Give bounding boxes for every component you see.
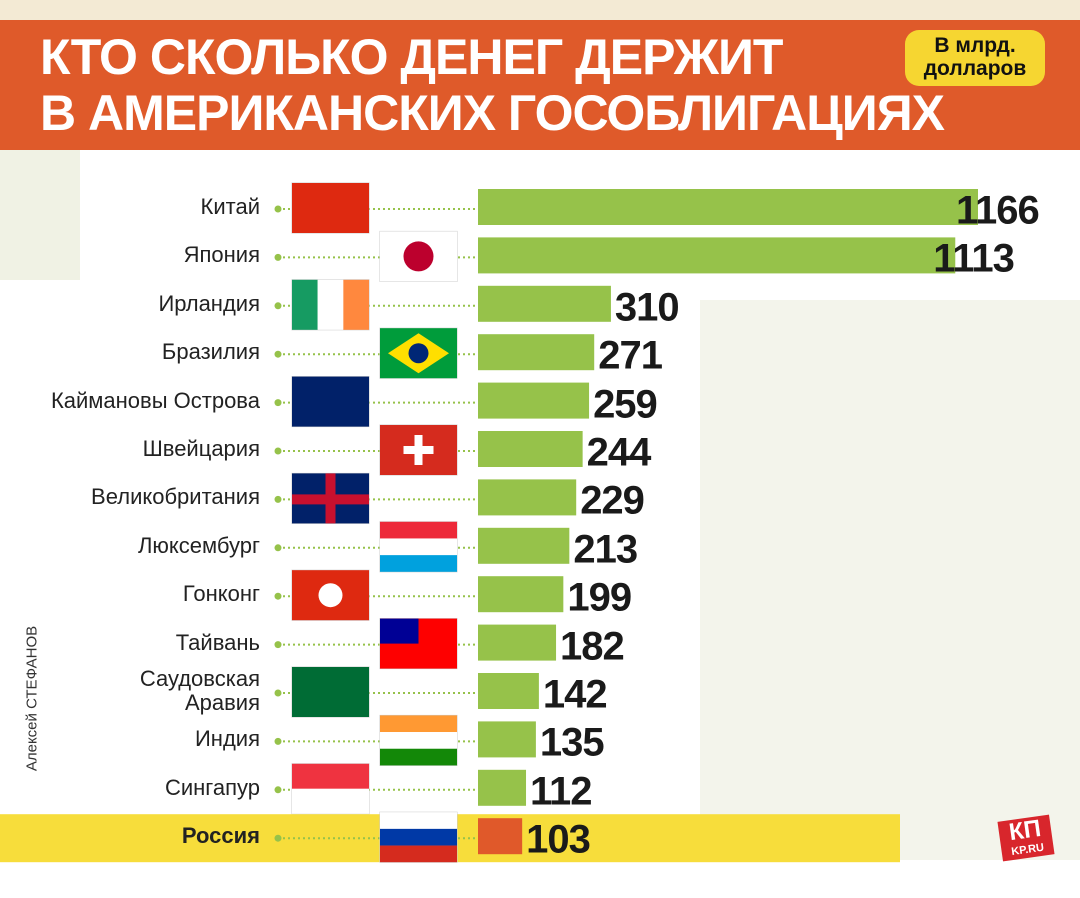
category-label: Гонконг: [182, 581, 260, 607]
flag-stripe: [292, 279, 318, 330]
bar: [478, 721, 536, 758]
title-line: В АМЕРИКАНСКИХ ГОСОБЛИГАЦИЯХ: [40, 85, 945, 141]
header-band: [0, 20, 1080, 150]
value-label: 244: [586, 430, 652, 475]
category-label: Япония: [183, 242, 260, 268]
value-label: 112: [530, 769, 593, 814]
value-label: 182: [560, 624, 625, 669]
money-backdrop: [0, 150, 80, 280]
bar: [478, 382, 590, 419]
leader-dot: [274, 302, 282, 310]
leader-dot: [274, 737, 282, 745]
flag-emblem: [403, 241, 434, 272]
value-label: 142: [542, 672, 608, 717]
flag-stripe: [380, 521, 457, 539]
category-label: Саудовская Аравия: [139, 666, 260, 715]
money-backdrop: [700, 300, 1080, 860]
value-label: 310: [614, 285, 680, 330]
bar: [478, 479, 577, 516]
category-label: Сингапур: [164, 774, 260, 800]
category-label: Бразилия: [161, 339, 260, 365]
author: Алексей СТЕФАНОВ: [23, 625, 41, 772]
leader-dot: [274, 399, 282, 407]
leader-dot: [274, 350, 282, 358]
category-label: Ирландия: [158, 290, 260, 316]
title-line: КТО СКОЛЬКО ДЕНЕГ ДЕРЖИТ: [40, 29, 783, 85]
flag-stripe: [380, 555, 457, 572]
bar: [478, 285, 611, 322]
value-label: 103: [526, 817, 591, 862]
flag-stripe: [292, 183, 369, 233]
bar: [478, 431, 583, 467]
flag-stripe: [292, 788, 369, 814]
value-label: 271: [598, 333, 663, 378]
unit-line: В млрд.: [934, 34, 1016, 57]
value-label: 1113: [933, 236, 1015, 281]
leader-dot: [274, 834, 282, 842]
bar: [478, 576, 564, 613]
bar: [478, 624, 557, 661]
bar: [478, 189, 978, 225]
leader-dot: [274, 689, 282, 697]
flag-stripe: [380, 828, 457, 846]
category-label: Швейцария: [142, 436, 260, 461]
bar: [478, 769, 527, 806]
logo: КП KP.RU: [997, 814, 1055, 862]
category-label: Индия: [194, 726, 260, 752]
top-strip: [0, 0, 1080, 20]
flag-stripe: [380, 845, 457, 863]
value-label: 1166: [956, 188, 1040, 233]
flag-stripe: [292, 763, 369, 789]
value-label: 213: [573, 527, 638, 572]
flag-stripe: [380, 732, 457, 749]
bar: [478, 334, 595, 371]
category-label: Россия: [181, 823, 260, 849]
flag-stripe: [380, 715, 457, 733]
flag-emblem: [408, 343, 429, 364]
bar: [478, 818, 523, 855]
flag-emblem: [403, 446, 434, 454]
leader-dot: [274, 786, 282, 794]
leader-dot: [274, 205, 282, 213]
value-label: 135: [539, 720, 605, 765]
flag-emblem: [318, 583, 343, 608]
category-label: Великобритания: [91, 484, 260, 510]
flag-stripe: [292, 376, 369, 427]
flag-stripe: [380, 812, 457, 829]
value-label: 229: [580, 478, 645, 523]
leader-dot: [274, 544, 282, 552]
flag-stripe: [343, 279, 369, 330]
flag-stripe: [292, 667, 369, 717]
category-label: Тайвань: [175, 629, 260, 655]
leader-dot: [274, 495, 282, 503]
flag-stripe: [317, 279, 344, 330]
flag-stripe: [380, 748, 457, 766]
leader-dot: [274, 641, 282, 649]
bar: [478, 673, 539, 709]
category-label: Каймановы Острова: [50, 387, 260, 413]
unit-line: долларов: [923, 57, 1027, 80]
category-label: Люксембург: [137, 532, 260, 558]
unit-badge: В млрд. долларов: [905, 30, 1045, 86]
leader-dot: [274, 592, 282, 600]
value-label: 199: [567, 575, 632, 620]
leader-dot: [274, 447, 282, 455]
bar: [478, 237, 956, 274]
leader-dot: [274, 253, 282, 261]
flag-stripe: [380, 538, 457, 556]
value-label: 259: [593, 382, 658, 427]
category-label: Китай: [200, 194, 260, 219]
bar: [478, 527, 570, 564]
flag-emblem: [380, 618, 419, 644]
flag-emblem: [292, 494, 369, 505]
